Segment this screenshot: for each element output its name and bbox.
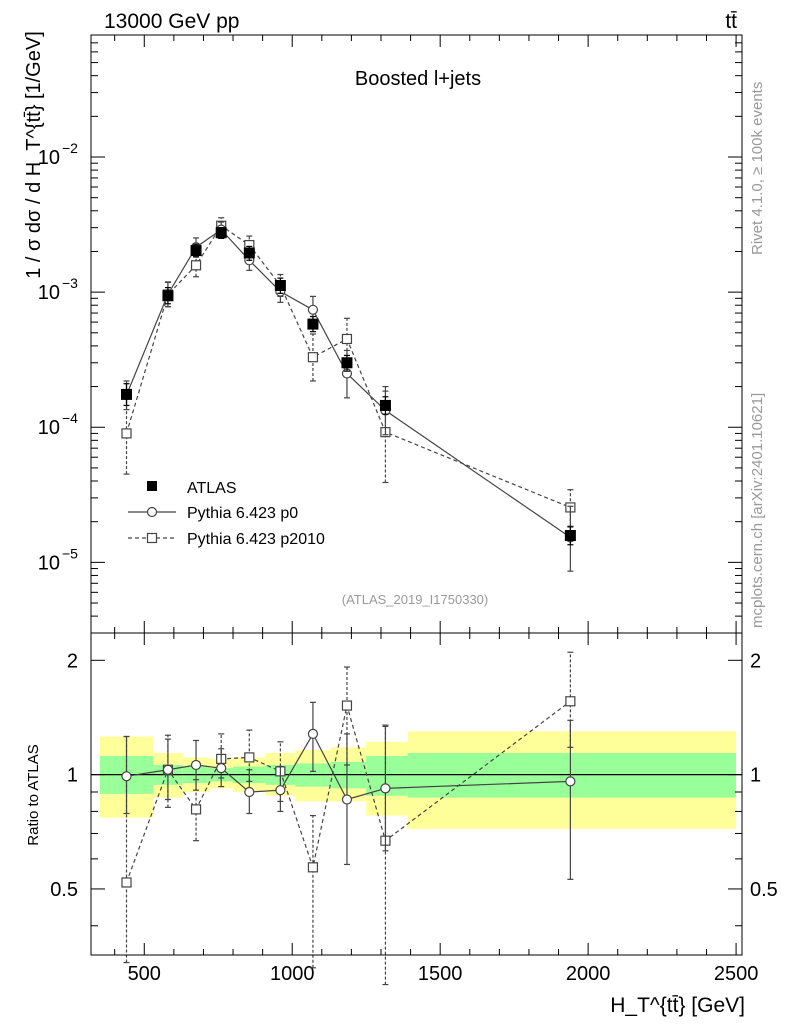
p2010-point	[121, 428, 132, 439]
x-tick-label: 1500	[418, 963, 463, 985]
y-tick-label: 10	[38, 417, 60, 439]
main-ticks: 10−510−410−310−2	[38, 34, 742, 634]
ratio-tick-label-right: 2	[750, 650, 761, 672]
legend-p0-label: Pythia 6.423 p0	[187, 505, 298, 522]
y-tick-exponent: −3	[62, 275, 78, 291]
ratio-tick-label-right: 1	[750, 765, 761, 787]
atlas-point	[274, 279, 286, 291]
main-title: Boosted l+jets	[355, 68, 481, 90]
legend-p2010-label: Pythia 6.423 p2010	[187, 531, 325, 548]
y-tick-exponent: −5	[62, 545, 78, 561]
mcplots-label: mcplots.cern.ch [arXiv:2401.10621]	[749, 393, 766, 628]
rivet-label: Rivet 4.1.0, ≥ 100k events	[749, 82, 766, 255]
y-tick-label: 10	[38, 282, 60, 304]
p2010-line	[125, 224, 571, 508]
x-tick-label: 2000	[566, 963, 611, 985]
y-tick-exponent: −2	[62, 140, 78, 156]
atlas-point	[341, 357, 353, 369]
ratio-ticks: 500 1000 1500 2000 2500 0.5 0.5 1 1 2 2	[50, 633, 778, 985]
ratio-bands	[91, 731, 742, 829]
ratio-p0-point	[380, 783, 391, 794]
atlas-point	[564, 530, 576, 542]
ratio-p0-point	[275, 785, 286, 796]
ratio-frame	[90, 632, 743, 956]
ratio-p0-point	[216, 763, 227, 774]
p2010-point	[341, 333, 353, 345]
atlas-point	[190, 245, 202, 257]
main-panel: Boosted l+jets (ATLAS_2019_I1750330) 10−…	[38, 34, 743, 634]
p2010-point	[190, 260, 202, 271]
atlas-point	[243, 247, 255, 259]
x-tick-label: 500	[128, 963, 161, 985]
atlas-point	[162, 290, 174, 302]
ratio-p0-point	[190, 759, 202, 771]
ratio-p0-point	[565, 776, 576, 787]
legend-atlas-label: ATLAS	[187, 480, 237, 497]
p0-point	[307, 304, 319, 315]
atlas-point	[215, 227, 227, 239]
legend: ATLAS Pythia 6.423 p0 Pythia 6.423 p2010	[128, 480, 325, 548]
atlas-point	[121, 388, 133, 400]
ratio-panel: 500 1000 1500 2000 2500 0.5 0.5 1 1 2 2	[50, 632, 778, 986]
p0-line	[125, 228, 571, 538]
legend-p2010-marker	[146, 532, 158, 544]
header-right-label: tt̄	[725, 10, 737, 33]
ratio-p0-point	[341, 794, 353, 805]
y-tick-label: 10	[38, 552, 60, 574]
main-data	[121, 217, 576, 572]
x-axis-title: H_T^{tt̄} [GeV]	[610, 994, 745, 1017]
ratio-p2010-point	[341, 700, 353, 711]
legend-p0-marker	[146, 506, 158, 518]
x-tick-label: 1000	[270, 963, 315, 985]
legend-atlas-marker	[147, 481, 157, 491]
atlas-point	[379, 399, 391, 411]
ratio-p2010-point	[307, 862, 319, 873]
analysis-watermark: (ATLAS_2019_I1750330)	[342, 592, 488, 607]
stat-uncertainty-band	[407, 753, 737, 798]
ratio-tick-label-left: 1	[67, 765, 78, 787]
ratio-p0-point	[121, 771, 132, 782]
y-axis-title: 1 / σ dσ / d H_T^{tt̄} [1/GeV]	[23, 31, 45, 279]
header-left-label: 13000 GeV pp	[104, 10, 239, 33]
ratio-p0-point	[307, 728, 319, 740]
ratio-p2010-line	[125, 700, 571, 883]
x-tick-label: 2500	[714, 963, 759, 985]
y-tick-exponent: −4	[62, 410, 78, 426]
ratio-tick-label-right: 0.5	[750, 879, 778, 901]
atlas-point	[307, 318, 319, 330]
ratio-p0-point	[244, 786, 255, 798]
ratio-p0-point	[162, 764, 174, 775]
ratio-p2010-point	[121, 877, 132, 888]
ratio-p0-line	[126, 732, 571, 801]
p2010-point	[307, 352, 319, 363]
ratio-data	[121, 651, 576, 986]
ratio-p2010-point	[190, 804, 202, 815]
ratio-y-axis-title: Ratio to ATLAS	[25, 744, 42, 845]
y-tick-label: 10	[38, 147, 60, 169]
ratio-p2010-point	[244, 752, 255, 763]
ratio-tick-label-left: 0.5	[50, 879, 78, 901]
ratio-p2010-point	[565, 696, 576, 707]
ratio-tick-label-left: 2	[67, 650, 78, 672]
